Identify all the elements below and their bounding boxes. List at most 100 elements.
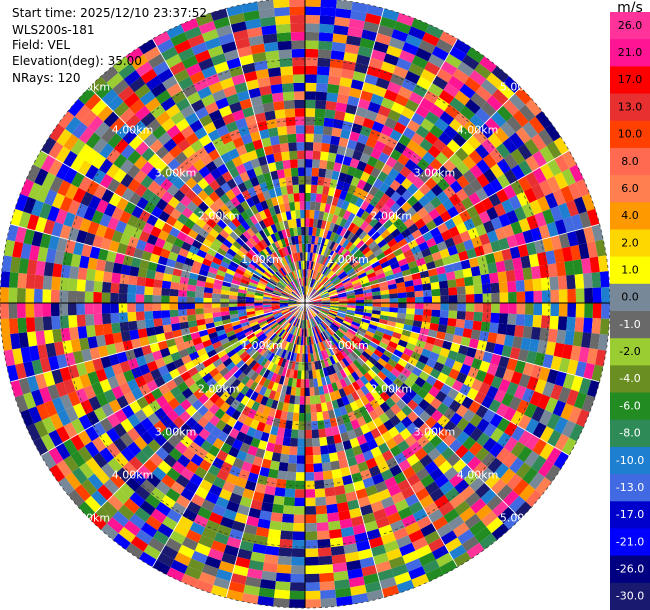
velocity-cell — [176, 254, 187, 264]
velocity-cell — [193, 434, 206, 447]
velocity-cell — [17, 317, 27, 334]
velocity-cell — [79, 373, 92, 388]
velocity-cell — [246, 290, 256, 295]
velocity-cell — [501, 345, 513, 358]
velocity-cell — [273, 495, 285, 506]
velocity-cell — [354, 227, 364, 238]
velocity-cell — [305, 404, 311, 414]
velocity-cell — [26, 423, 41, 442]
velocity-cell — [319, 228, 325, 238]
velocity-cell — [414, 447, 428, 461]
velocity-cell — [393, 65, 409, 79]
velocity-cell — [211, 136, 225, 149]
velocity-cell — [344, 332, 353, 341]
velocity-cell — [510, 148, 526, 165]
velocity-cell — [275, 315, 284, 322]
velocity-cell — [281, 445, 290, 455]
velocity-cell — [226, 248, 237, 257]
velocity-cell — [286, 324, 293, 333]
velocity-cell — [370, 148, 382, 160]
velocity-cell — [437, 273, 448, 282]
velocity-cell — [327, 287, 336, 293]
velocity-cell — [481, 138, 496, 154]
velocity-cell — [523, 402, 538, 419]
velocity-cell — [591, 364, 604, 382]
velocity-cell — [216, 376, 228, 387]
velocity-cell — [287, 133, 297, 143]
velocity-cell — [537, 196, 551, 212]
velocity-cell — [454, 269, 464, 280]
velocity-cell — [522, 121, 538, 139]
velocity-cell — [442, 198, 455, 211]
velocity-cell — [277, 259, 284, 268]
velocity-cell — [277, 230, 285, 240]
velocity-cell — [390, 519, 405, 533]
velocity-cell — [272, 417, 281, 428]
velocity-cell — [583, 226, 595, 244]
velocity-cell — [262, 306, 272, 310]
velocity-cell — [334, 442, 345, 453]
velocity-cell — [325, 283, 334, 290]
velocity-cell — [78, 462, 95, 479]
colorbar-tick-label: -10.0 — [616, 454, 644, 467]
velocity-cell — [229, 528, 244, 541]
velocity-cell — [110, 292, 119, 303]
velocity-cell — [320, 402, 328, 412]
velocity-cell — [427, 509, 444, 524]
velocity-cell — [311, 361, 316, 371]
velocity-cell — [482, 437, 497, 453]
velocity-cell — [52, 328, 63, 343]
velocity-cell — [395, 344, 406, 353]
velocity-cell — [490, 163, 504, 179]
velocity-cell — [365, 268, 375, 276]
velocity-cell — [140, 479, 156, 494]
velocity-cell — [295, 318, 300, 328]
velocity-cell — [344, 284, 354, 290]
velocity-cell — [346, 559, 362, 571]
velocity-cell — [489, 442, 504, 458]
velocity-cell — [422, 364, 434, 375]
velocity-cell — [282, 321, 289, 330]
velocity-cell — [246, 26, 263, 38]
velocity-cell — [282, 513, 294, 523]
velocity-cell — [478, 467, 494, 483]
velocity-cell — [343, 52, 358, 63]
velocity-cell — [322, 321, 329, 329]
velocity-cell — [262, 102, 275, 113]
velocity-cell — [254, 297, 263, 301]
velocity-cell — [352, 249, 362, 258]
velocity-cell — [361, 318, 371, 324]
velocity-cell — [378, 256, 388, 265]
velocity-cell — [268, 206, 277, 216]
velocity-cell — [346, 364, 355, 375]
velocity-cell — [439, 248, 450, 259]
velocity-cell — [320, 309, 329, 314]
velocity-cell — [215, 386, 226, 398]
velocity-cell — [400, 393, 412, 405]
velocity-cell — [456, 417, 470, 431]
velocity-cell — [1, 255, 13, 272]
velocity-cell — [373, 508, 387, 521]
velocity-cell — [127, 236, 139, 248]
velocity-cell — [444, 104, 460, 119]
velocity-cell — [566, 316, 576, 332]
velocity-cell — [359, 258, 369, 267]
velocity-cell — [386, 45, 403, 58]
velocity-cell — [323, 279, 331, 286]
velocity-cell — [222, 281, 232, 288]
velocity-cell — [389, 464, 403, 477]
velocity-cell — [252, 340, 261, 349]
velocity-cell — [286, 254, 292, 264]
velocity-cell — [290, 361, 296, 370]
velocity-cell — [401, 514, 417, 528]
velocity-cell — [333, 407, 342, 418]
velocity-cell — [160, 248, 171, 259]
range-ring — [60, 58, 550, 548]
velocity-cell — [314, 201, 321, 211]
velocity-cell — [305, 243, 309, 253]
velocity-cell — [208, 148, 221, 161]
velocity-cell — [216, 125, 230, 137]
velocity-cell — [363, 163, 375, 175]
velocity-cell — [169, 288, 179, 297]
velocity-cell — [389, 307, 399, 313]
